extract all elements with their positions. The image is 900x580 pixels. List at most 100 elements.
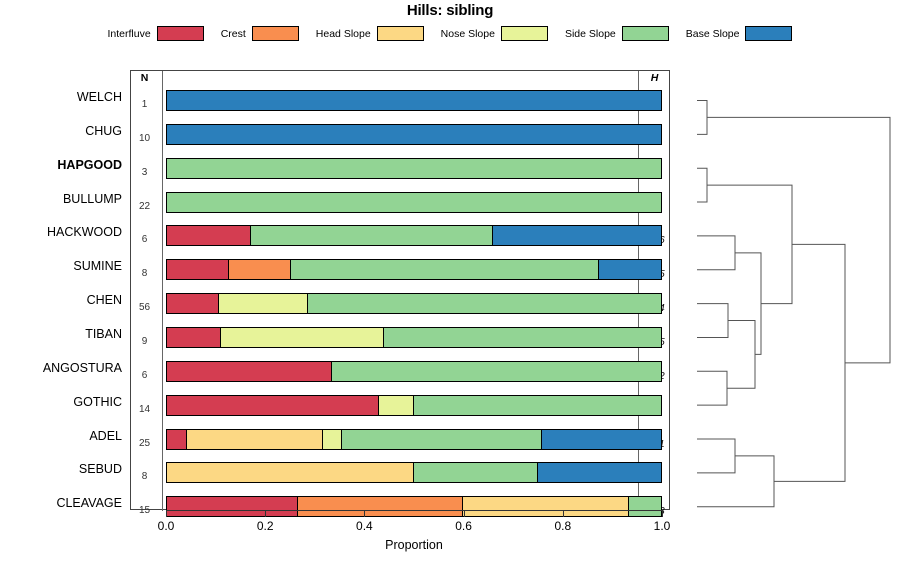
bar-segment [167,192,661,212]
legend-label: Head Slope [315,27,371,40]
bar-segment [167,124,661,144]
bar-segment [332,361,661,381]
chart-row: BULLUMP220 [63,186,670,220]
legend-swatch [376,26,424,41]
legend-swatch [251,26,299,41]
stacked-bar [166,123,662,145]
bar-segment [384,327,661,347]
row-n-value: 10 [138,132,151,144]
legend-swatch [621,26,669,41]
chart-row: CHUG100 [85,118,670,152]
bar-segment [167,226,251,246]
legend-entry: Side Slope [565,26,669,41]
bar-segment [413,395,661,415]
stacked-bar [166,462,662,484]
bar-segment [167,463,414,483]
row-label-angostura: ANGOSTURA [42,360,122,375]
h-column-header: H [650,72,659,84]
bar-segment [218,294,308,314]
bar-segment [167,497,298,517]
bar-segment [167,260,229,280]
dendrogram-link [697,100,708,135]
stacked-bar-rows: N H WELCH10CHUG100HAPGOOD30BULLUMP220HAC… [43,70,670,518]
bar-segment [599,260,661,280]
bar-segment [186,429,323,449]
x-axis-tick-label: 0.2 [256,519,274,533]
bar-segment [537,463,661,483]
stacked-bar [166,157,662,179]
bar-segment [167,395,380,415]
bar-segment [167,327,222,347]
chart-row: SUMINE81.55 [73,253,670,287]
stacked-bar [166,360,662,382]
bar-segment [167,158,661,178]
dendrogram-link [697,167,708,203]
bar-segment [493,226,661,246]
legend-entry: Nose Slope [441,26,548,41]
row-label-welch: WELCH [76,90,122,104]
row-label-chug: CHUG [85,123,122,138]
x-axis: 0.0 0.2 0.4 0.6 0.8 1.0 [158,510,670,533]
x-axis-tick [562,510,564,517]
stacked-bar [166,326,662,348]
bar-segment [379,395,414,415]
dendrogram-link [735,252,762,355]
row-label-sumine: SUMINE [73,259,122,274]
bar-segment [463,497,629,517]
x-axis-tick [166,510,167,517]
x-axis-tick-label: 0.4 [356,519,373,533]
bar-segment [322,429,343,449]
legend-swatch [500,26,548,41]
dendrogram-link [697,438,736,474]
row-label-chen: CHEN [86,293,122,308]
row-n-value: 8 [141,471,148,483]
row-n-value: 25 [138,437,151,449]
row-label-hapgood: HAPGOOD [57,157,122,172]
row-n-value: 22 [138,200,151,212]
chart-row: GOTHIC141.3 [73,389,670,423]
bar-segment [307,294,661,314]
bar-segment [221,327,385,347]
x-axis-tick [364,510,366,517]
dendrogram-link [774,243,846,482]
chart-row: ADEL251.91 [89,423,670,457]
dendrogram-link [707,116,891,364]
row-n-value: 14 [138,403,151,415]
dendrogram-link [697,370,728,406]
chart-row: CHEN561.14 [87,287,670,321]
bar-segment [628,497,661,517]
bar-segment [228,260,291,280]
x-axis-tick-label: 0.8 [554,519,572,533]
row-n-value: 15 [138,505,151,517]
chart-title: Hills: sibling [406,2,494,19]
chart-row: CLEAVAGE151.83 [56,490,670,524]
bar-segment [290,260,600,280]
bar-segment [167,294,219,314]
dendrogram [697,100,891,508]
legend-swatch [745,26,793,41]
dendrogram-link [697,303,729,338]
legend-entry: Crest [221,26,299,41]
bar-segment [297,497,464,517]
chart-row: SEBUD81.5 [79,456,670,490]
row-n-value: 9 [141,335,148,347]
stacked-bar [166,225,662,247]
row-n-value: 8 [141,268,148,280]
dendrogram-link [727,320,756,389]
x-axis-tick [463,510,465,517]
stacked-bar [166,428,662,450]
row-label-bullump: BULLUMP [62,191,122,206]
dendrogram-link [697,235,736,271]
row-n-value: 6 [141,234,148,246]
x-axis-tick-label: 0.0 [157,519,175,533]
row-label-cleavage: CLEAVAGE [56,496,122,511]
h-column-divider [638,71,639,511]
row-label-gothic: GOTHIC [73,394,122,409]
row-n-value: 6 [141,369,148,381]
stacked-bar [166,394,662,416]
bar-segment [167,91,661,110]
row-n-value: 1 [141,99,148,110]
legend-entry: Interfluve [108,26,204,41]
row-label-adel: ADEL [89,428,122,443]
